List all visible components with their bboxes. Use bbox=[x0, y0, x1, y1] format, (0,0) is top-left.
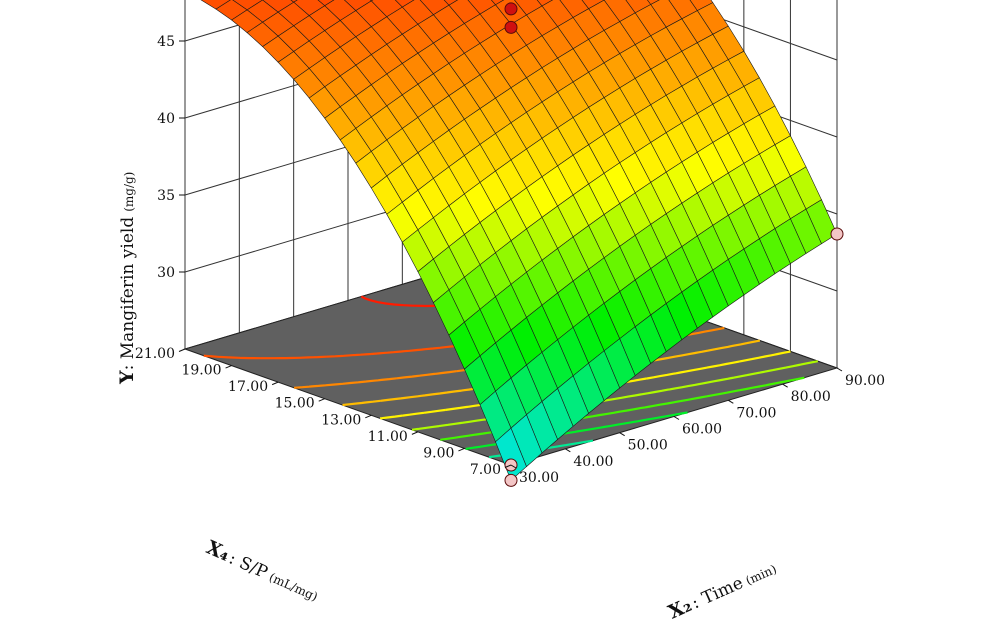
time-tick-mark bbox=[673, 416, 680, 420]
z-axis-title: Y: Mangiferin yield(mg/g) bbox=[116, 172, 138, 385]
surface-cell bbox=[490, 0, 505, 6]
sp-tick-label: 15.00 bbox=[275, 396, 315, 412]
z-tick-label: 45 bbox=[157, 34, 175, 50]
sp-tick-label: 13.00 bbox=[321, 412, 361, 428]
sp-tick-mark bbox=[225, 365, 232, 369]
time-tick-mark bbox=[728, 399, 734, 404]
sp-tick-label: 9.00 bbox=[423, 445, 454, 461]
y-axis-title: X₄: S/P(mL/mg) bbox=[203, 536, 322, 605]
design-points bbox=[504, 2, 844, 487]
time-tick-label: 40.00 bbox=[573, 454, 613, 470]
time-tick-label: 90.00 bbox=[845, 373, 885, 389]
sp-tick-label: 7.00 bbox=[470, 462, 501, 478]
time-tick-mark bbox=[782, 383, 788, 388]
time-tick-label: 60.00 bbox=[682, 422, 722, 438]
sp-tick-mark bbox=[365, 414, 372, 419]
z-tick-label: 40 bbox=[157, 111, 175, 127]
surface-cell bbox=[647, 0, 660, 5]
axis-ticks: 3035404550557.009.0011.0013.0015.0017.00… bbox=[135, 34, 885, 486]
sp-tick-label: 19.00 bbox=[181, 363, 221, 379]
time-tick-mark bbox=[836, 367, 843, 372]
surface-cell bbox=[443, 0, 459, 6]
surface-cell bbox=[495, 427, 527, 481]
time-tick-label: 50.00 bbox=[628, 438, 668, 454]
time-tick-mark bbox=[510, 464, 517, 469]
surface-cell bbox=[317, 0, 335, 7]
x-axis-title: X₂: Time(min) bbox=[665, 556, 779, 623]
time-tick-mark bbox=[565, 448, 571, 453]
sp-tick-mark bbox=[458, 447, 465, 452]
z-tick-label: 30 bbox=[157, 265, 175, 281]
z-tick-label: 35 bbox=[157, 188, 175, 204]
surface-cell bbox=[290, 0, 298, 3]
design-point bbox=[504, 473, 518, 487]
sp-tick-mark bbox=[271, 381, 279, 386]
sp-tick-mark bbox=[318, 398, 325, 402]
sp-tick-label: 17.00 bbox=[228, 379, 268, 395]
sp-tick-mark bbox=[411, 431, 419, 435]
sp-tick-label: 21.00 bbox=[135, 346, 175, 362]
time-tick-label: 70.00 bbox=[736, 405, 776, 421]
design-point bbox=[504, 2, 518, 16]
response-surface bbox=[200, 0, 838, 481]
time-tick-mark bbox=[619, 432, 625, 437]
sp-tick-label: 11.00 bbox=[368, 429, 408, 445]
time-tick-label: 80.00 bbox=[791, 389, 831, 405]
design-point bbox=[504, 20, 518, 34]
sp-tick-mark bbox=[178, 348, 186, 352]
design-point bbox=[830, 227, 844, 241]
sp-tick-mark bbox=[504, 464, 512, 468]
time-tick-label: 30.00 bbox=[519, 470, 559, 486]
